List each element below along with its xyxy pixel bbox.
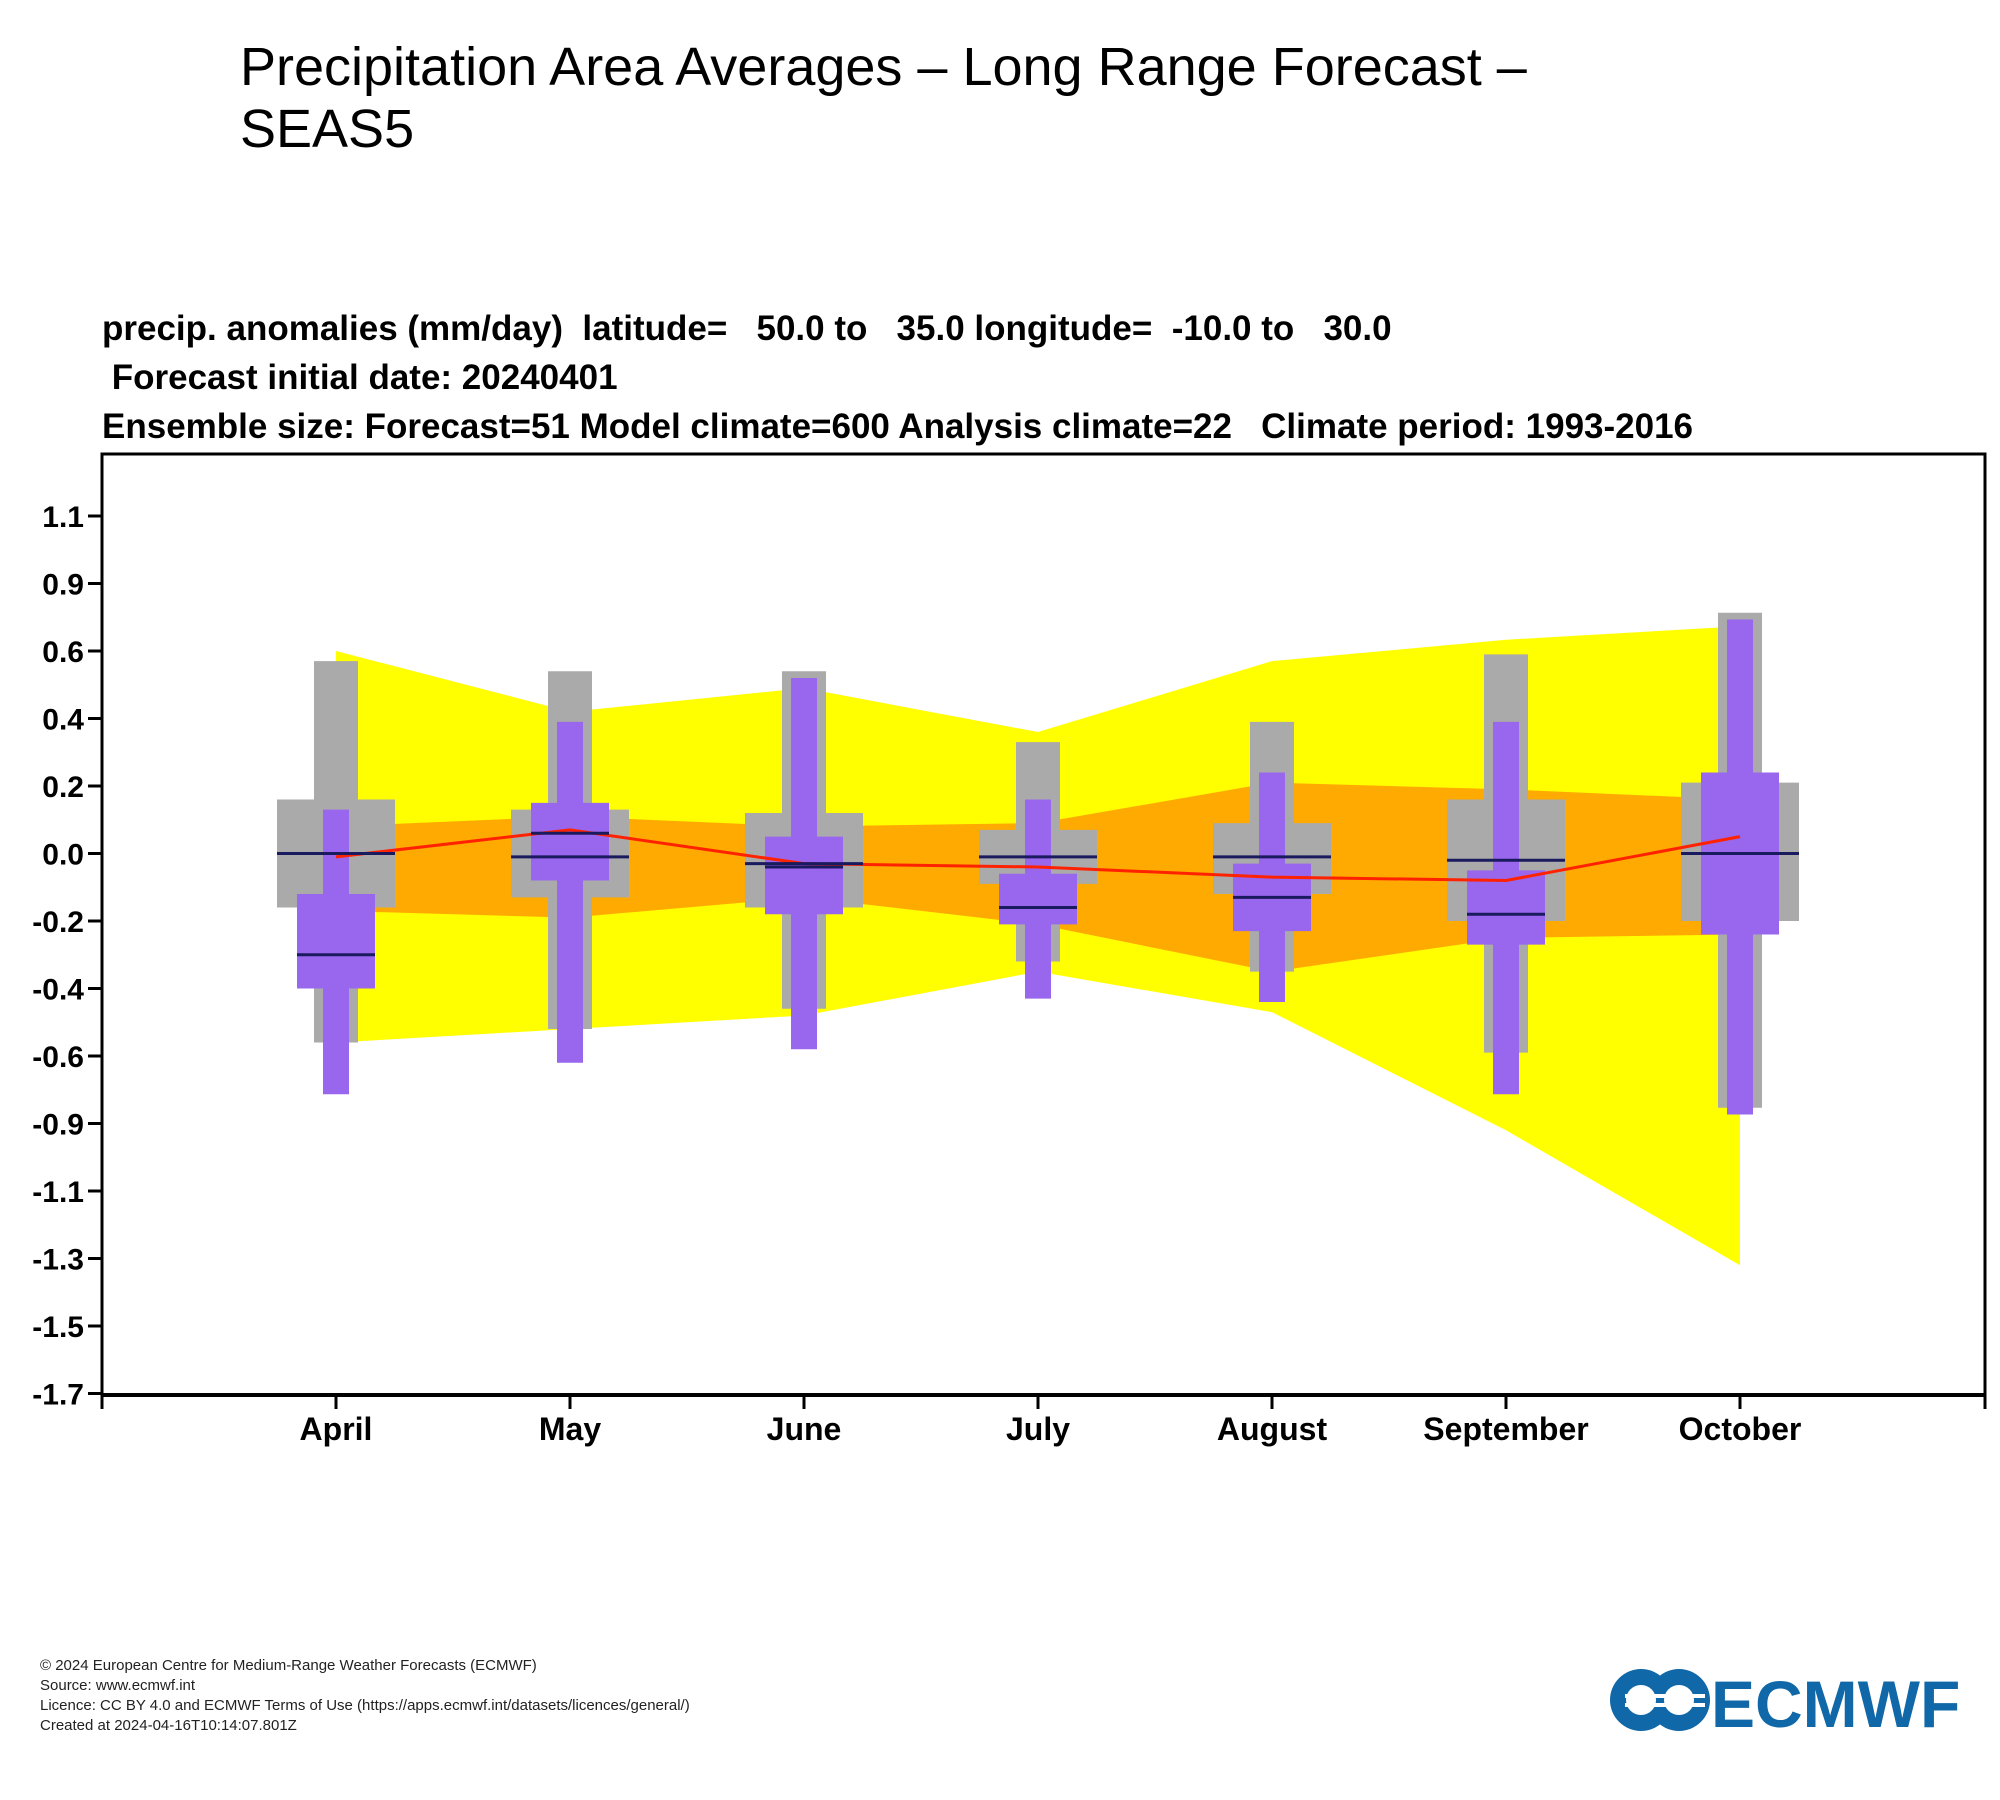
y-tick-label: -0.9	[32, 1109, 84, 1142]
y-tick-label: 1.1	[42, 501, 84, 534]
ecmwf-logo: ECMWF	[1610, 1667, 1960, 1740]
y-tick-label: -1.1	[32, 1176, 84, 1209]
y-tick-label: -0.4	[32, 974, 84, 1007]
y-tick-label: 0.2	[42, 771, 84, 804]
y-tick-label: -0.6	[32, 1041, 84, 1074]
chart-header-line-2: Forecast initial date: 20240401	[102, 358, 618, 397]
y-tick-label: -0.2	[32, 906, 84, 939]
y-tick-label: 0.4	[42, 704, 84, 737]
x-tick-label: August	[1217, 1411, 1328, 1447]
forecast-september-box	[1467, 870, 1545, 945]
chart-header-line-3: Ensemble size: Forecast=51 Model climate…	[102, 407, 1693, 446]
ecmwf-logo-text: ECMWF	[1711, 1667, 1960, 1740]
footer-source: Source: www.ecmwf.int	[40, 1677, 196, 1694]
footer-created: Created at 2024-04-16T10:14:07.801Z	[40, 1717, 297, 1734]
chart-header-line-1: precip. anomalies (mm/day) latitude= 50.…	[102, 309, 1392, 348]
y-tick-label: -1.5	[32, 1311, 84, 1344]
y-axis: 1.1 0.9 0.6 0.4 0.2 0.0 -0.2 -0.4 -0.6 -0.9 -1.1 -1…	[32, 501, 102, 1412]
forecast-april-box	[297, 894, 375, 989]
chart-header: precip. anomalies (mm/day) latitude= 50.…	[102, 309, 1693, 446]
x-tick-label: May	[539, 1411, 601, 1447]
y-tick-label: 0.0	[42, 839, 84, 872]
forecast-may-box	[531, 802, 609, 881]
footer: © 2024 European Centre for Medium-Range …	[40, 1656, 690, 1736]
x-tick-label: July	[1006, 1411, 1070, 1447]
forecast-july-box	[999, 873, 1077, 925]
footer-copyright: © 2024 European Centre for Medium-Range …	[40, 1657, 537, 1674]
page-title: Precipitation Area Averages – Long Range…	[240, 37, 1527, 159]
x-tick-label: September	[1423, 1411, 1588, 1447]
x-axis: April May June July August September October	[100, 1395, 1987, 1447]
y-tick-label: -1.7	[32, 1379, 84, 1412]
mean-line	[335, 828, 1741, 883]
forecast-june-box	[765, 836, 843, 915]
y-tick-label: 0.6	[42, 636, 84, 669]
footer-licence: Licence: CC BY 4.0 and ECMWF Terms of Us…	[40, 1697, 690, 1714]
x-tick-label: June	[767, 1411, 842, 1447]
median-layer	[277, 831, 1799, 957]
y-tick-label: -1.3	[32, 1244, 84, 1277]
ecmwf-logo-symbol-icon	[1610, 1669, 1710, 1731]
y-tick-label: 0.9	[42, 569, 84, 602]
forecast-may-whisker	[557, 721, 583, 1063]
x-tick-label: April	[300, 1411, 373, 1447]
x-tick-label: October	[1679, 1411, 1802, 1447]
